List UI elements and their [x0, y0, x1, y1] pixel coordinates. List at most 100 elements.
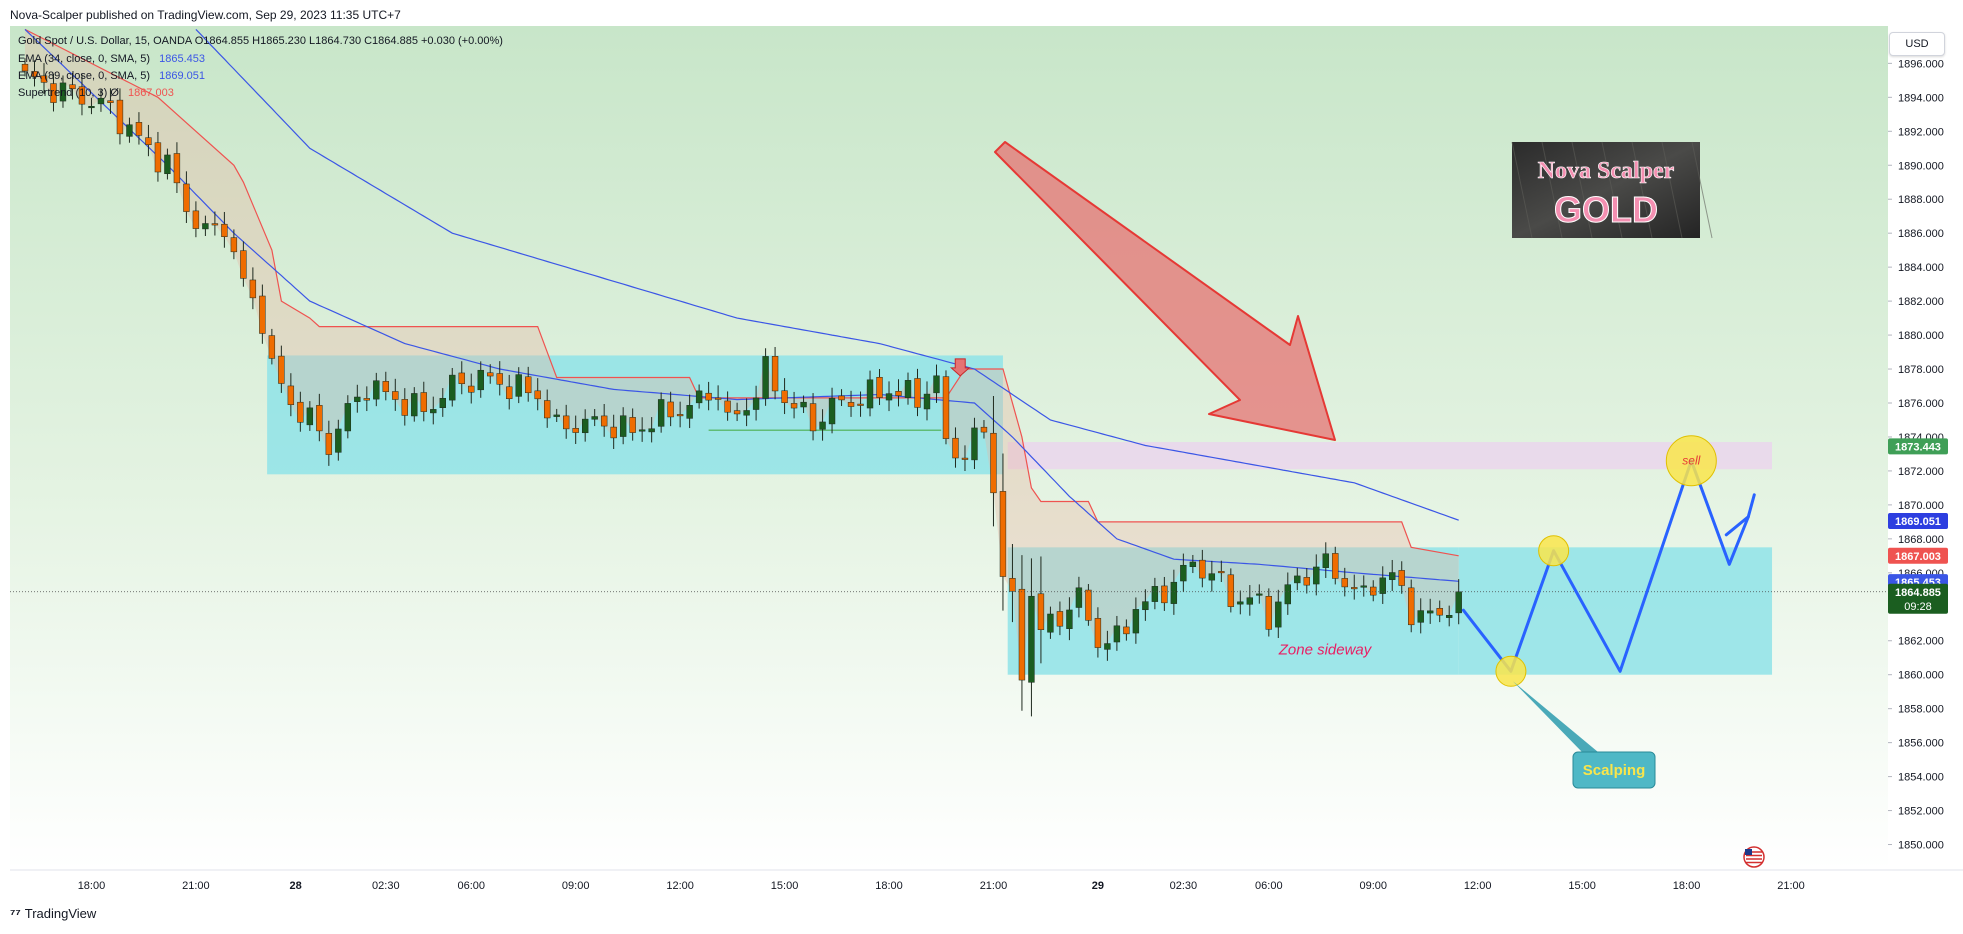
annotation-layer: sell Zone sideway Scalping Nova Scalper GOLD [10, 141, 1888, 868]
logo-texture [1571, 141, 1593, 239]
price-tick-label: 1862.000 [1898, 636, 1944, 648]
candle-bull [591, 416, 598, 420]
candle-bull [1075, 587, 1083, 608]
candle-bear [1009, 578, 1016, 592]
candle-bear [525, 376, 532, 394]
candle-bull [866, 379, 874, 409]
price-tick-label: 1872.000 [1898, 466, 1944, 478]
price-tick-label: 1860.000 [1898, 670, 1944, 682]
candle-bear [1085, 589, 1092, 621]
candle-bull [439, 397, 446, 408]
candle-bull [695, 390, 703, 404]
logo-background [1512, 142, 1700, 238]
time-tick-label: 29 [1092, 880, 1104, 892]
candle-bull [202, 223, 209, 230]
sideway-zone [267, 355, 1003, 475]
currency-button[interactable]: USD [1889, 32, 1945, 56]
candle-bear [980, 426, 988, 433]
legend-ema34-value: 1865.453 [159, 53, 206, 65]
candle-bear [107, 100, 114, 103]
time-tick-label: 21:00 [182, 880, 210, 892]
marker-circle-2 [1538, 535, 1570, 567]
price-tick-label: 1886.000 [1898, 228, 1944, 240]
candle-bear [771, 356, 779, 392]
candle-bull [686, 405, 693, 419]
footer-brand: TradingView [24, 906, 97, 921]
signal-arrow-icon [949, 358, 971, 377]
candle-bear [667, 401, 674, 418]
candle-bear [287, 385, 295, 405]
candle-bear [382, 381, 389, 392]
candle-bull [828, 397, 836, 425]
supertrend-fill [25, 29, 1459, 681]
candle-bull [1284, 584, 1291, 605]
candle-bear [249, 279, 257, 299]
resistance-zone [1007, 442, 1773, 470]
marker-circle-1 [1495, 655, 1527, 687]
candle-bear [733, 410, 741, 415]
sell-label: sell [1682, 454, 1700, 468]
candle-bear [496, 373, 503, 385]
ema89-price-tag-box [1888, 513, 1948, 530]
candle-bull [933, 375, 940, 394]
candle-bull [515, 374, 522, 397]
time-tick-label: 06:00 [457, 880, 485, 892]
candle-bear [135, 122, 143, 136]
supertrend-layer [24, 28, 1459, 681]
candle-bull [97, 97, 105, 105]
candle-bear [1218, 571, 1225, 574]
candle-bull [743, 410, 750, 416]
candle-bull [88, 106, 95, 109]
legend-symbol: Gold Spot / U.S. Dollar, 15, OANDA O1864… [18, 35, 503, 47]
time-tick-label: 09:00 [1359, 880, 1387, 892]
header-bar: Nova-Scalper published on TradingView.co… [0, 0, 1963, 26]
candle-bear [942, 376, 950, 439]
candle-bear [154, 142, 162, 173]
logo-texture [1631, 141, 1653, 239]
axis-layer: 1896.000 1894.000 1892.000 1890.000 1888.000… [78, 58, 1944, 892]
candle-bear [1436, 608, 1443, 616]
chart[interactable]: sell Zone sideway Scalping Nova Scalper GOLD… [0, 26, 1963, 902]
candle-bear [458, 372, 465, 384]
candle-bull [553, 414, 560, 417]
candle-bear [961, 457, 969, 460]
supertrend-line [24, 28, 1459, 557]
candle-bear [325, 433, 333, 455]
candle-bear [809, 403, 817, 432]
price-tick-label: 1870.000 [1898, 500, 1944, 512]
legend-ema34: EMA (34, close, 0, SMA, 5) 1865.453 [18, 53, 205, 65]
countdown-text: 09:28 [1904, 601, 1932, 613]
candle-bear [914, 378, 921, 408]
candle-bull [752, 397, 760, 410]
candle-bull [1417, 610, 1424, 623]
price-tick-label: 1890.000 [1898, 160, 1944, 172]
time-tick-label: 12:00 [1464, 880, 1492, 892]
candle-bull [59, 82, 67, 102]
candle-bull [335, 428, 342, 453]
legend-supertrend: Supertrend (10, 3) Ø 1867.003 [18, 87, 174, 99]
scalping-callout [1572, 751, 1656, 789]
price-tick-label: 1880.000 [1898, 330, 1944, 342]
price-tick-label: 1894.000 [1898, 92, 1944, 104]
candle-bear [1199, 559, 1206, 579]
candle-bull [1066, 609, 1073, 629]
candle-bull [1237, 601, 1244, 605]
candle-bull [164, 154, 171, 175]
candle-bear [221, 223, 228, 237]
candle-bear [1123, 626, 1130, 635]
price-tick-label: 1868.000 [1898, 534, 1944, 546]
us-flag-canton [1745, 849, 1752, 855]
candle-bull [1170, 581, 1178, 604]
candle-bear [69, 84, 76, 90]
candle-bull [1028, 595, 1035, 683]
candle-bear [1370, 586, 1377, 596]
publish-info: Nova-Scalper published on TradingView.co… [10, 8, 401, 22]
candle-bear [952, 437, 959, 459]
candle-bull [971, 427, 978, 461]
candle-bear [857, 403, 864, 406]
time-tick-label: 28 [289, 880, 301, 892]
candle-bull [648, 428, 655, 433]
sideway-zone [1007, 547, 1459, 675]
candle-bear [1265, 596, 1272, 630]
candle-bear [316, 405, 323, 432]
